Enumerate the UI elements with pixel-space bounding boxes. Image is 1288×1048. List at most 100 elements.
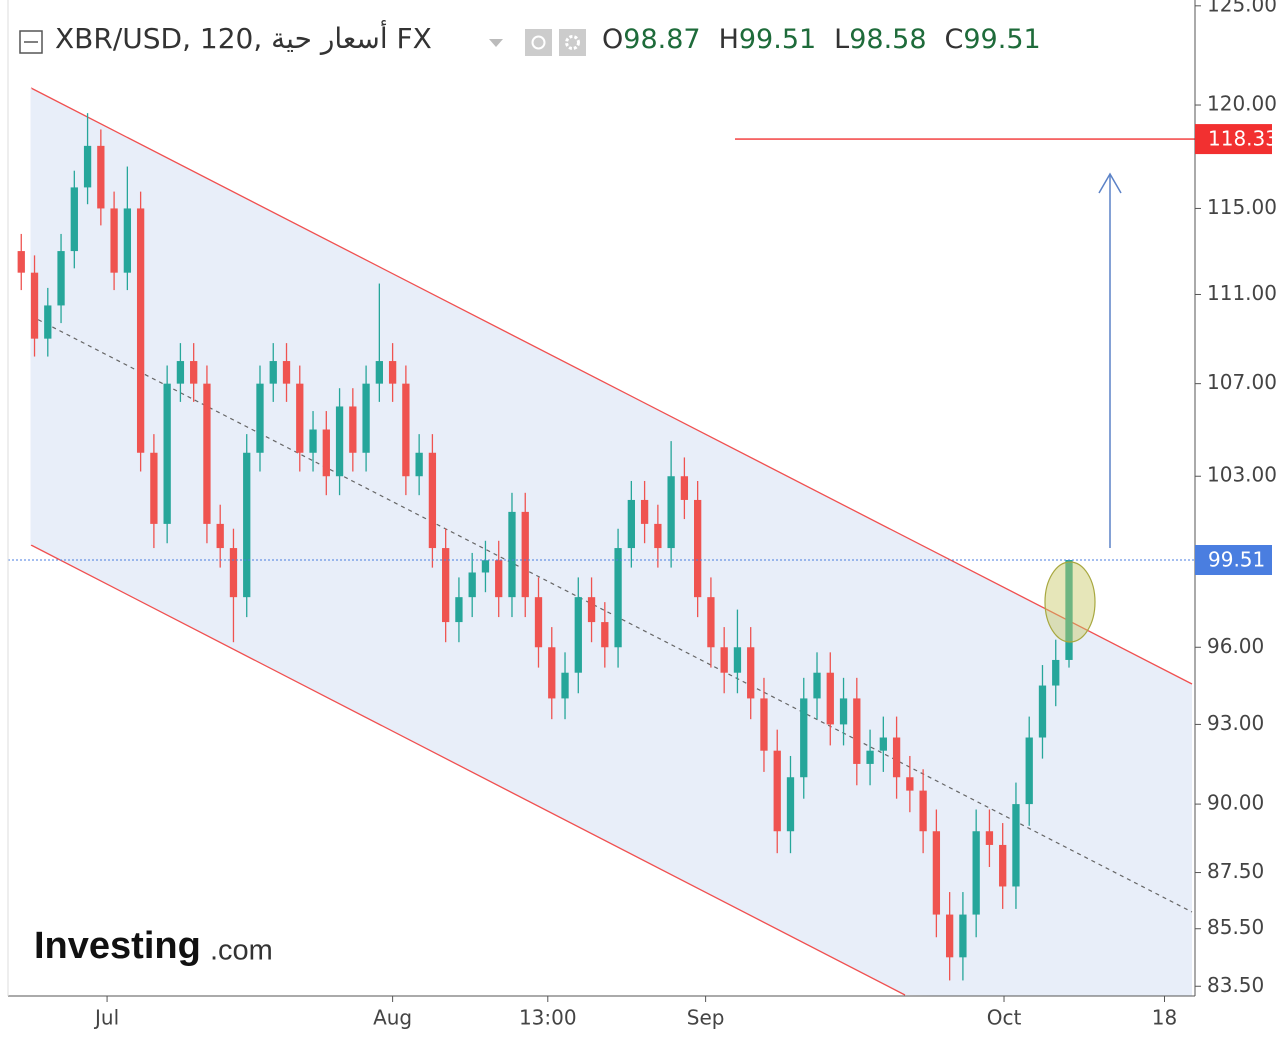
candle-body [349,406,357,453]
candle-body [932,831,941,915]
gear-icon-teeth [565,35,580,50]
candle-body [335,406,344,477]
candle-body [1025,737,1033,805]
gear-icon[interactable] [559,29,586,56]
x-tick-label: Sep [687,1006,725,1030]
arrow-head [1098,172,1122,194]
channel-lower [30,544,906,996]
candle-body [548,647,556,699]
y-tick-label: 85.50 [1207,915,1264,939]
eye-icon-pupil [531,35,546,50]
channel-mid [30,315,1193,913]
candle-body [733,647,742,673]
legend-value: 98.58 [849,24,927,55]
candle-body [892,737,901,778]
candle-body [627,499,635,549]
legend-key: L [834,24,850,55]
candle-body [402,383,410,477]
x-tick-label: Oct [987,1006,1022,1030]
candle-body [760,698,768,751]
x-tick-label: 13:00 [519,1006,577,1030]
y-axis-bg [1195,0,1288,1048]
legend-key: H [718,24,739,55]
candle-body [1065,560,1073,660]
dropdown[interactable] [489,39,503,47]
legend-key: O [602,24,624,55]
candle-body [375,361,383,384]
legend-value: 99.51 [738,24,817,55]
candle-body [694,499,702,598]
candle-body [534,597,543,648]
candle-body [587,597,596,623]
candle-body [322,429,330,477]
ohlc-legend: O98.87 H99.51 L98.58 C99.51 [602,24,1059,55]
candle-body [163,383,171,524]
y-tick-label: 87.50 [1207,859,1264,883]
channel-upper [30,87,1193,685]
candle-body [786,777,795,832]
candle-body [879,737,887,751]
candle-body [243,452,251,598]
candle-body [720,647,728,673]
logo-main: Investing [34,925,201,967]
candle-body [773,750,781,832]
x-axis-bg [0,996,1288,1048]
candle-body [136,208,145,453]
x-tick-label: Jul [93,1006,119,1030]
candle-body [853,698,861,764]
y-tick-label: 111.00 [1207,281,1277,305]
candle-body [388,361,397,384]
candle-body [97,145,105,209]
candle-body [945,914,954,958]
y-tick-label: 90.00 [1207,791,1264,815]
candle-body [680,476,689,500]
candle-body [1038,685,1047,738]
candle-body [574,597,582,673]
price-tag-label: 99.51 [1208,548,1265,572]
y-tick-label: 107.00 [1207,370,1277,394]
candle-body [667,476,675,549]
candle-body [269,361,277,384]
y-tick-label: 96.00 [1207,634,1264,658]
candle-body [44,305,52,339]
x-tick-label: Aug [373,1006,412,1030]
highlight [1044,561,1096,643]
candle-body [70,187,78,252]
candle-body [601,622,609,648]
candle-body [1012,804,1020,887]
candle-body [813,672,821,699]
legend-key: C [944,24,964,55]
price-tag-label: 118.33 [1208,127,1278,151]
candle-body [229,548,238,598]
candle-body [495,560,503,598]
candle-body [521,511,529,598]
candle-body [203,383,211,524]
candle-body [176,361,185,384]
candle-body [614,548,622,648]
candle-body [866,750,874,764]
candle-body [747,647,755,699]
y-tick-label: 125.00 [1207,0,1277,16]
candle-body [362,383,370,453]
y-tick-label: 93.00 [1207,711,1264,735]
candle-body [561,672,569,699]
price-tag [1195,124,1272,155]
candle-body [282,361,291,384]
y-tick-label: 83.50 [1207,973,1264,997]
candle-body [296,383,304,453]
collapse-icon[interactable] [19,30,43,54]
x-tick-label: 18 [1152,1006,1177,1030]
candle-body [455,597,463,623]
candle-body [216,523,224,549]
candle-body [508,511,516,598]
candle-body [428,452,437,549]
candle-body [919,790,927,832]
eye-icon[interactable] [525,29,552,56]
candle-body [972,831,980,915]
candle-body [83,145,92,188]
candle-body [30,272,39,339]
price-tag [1195,545,1272,576]
candle-body [640,499,649,524]
candle-body [150,452,158,524]
